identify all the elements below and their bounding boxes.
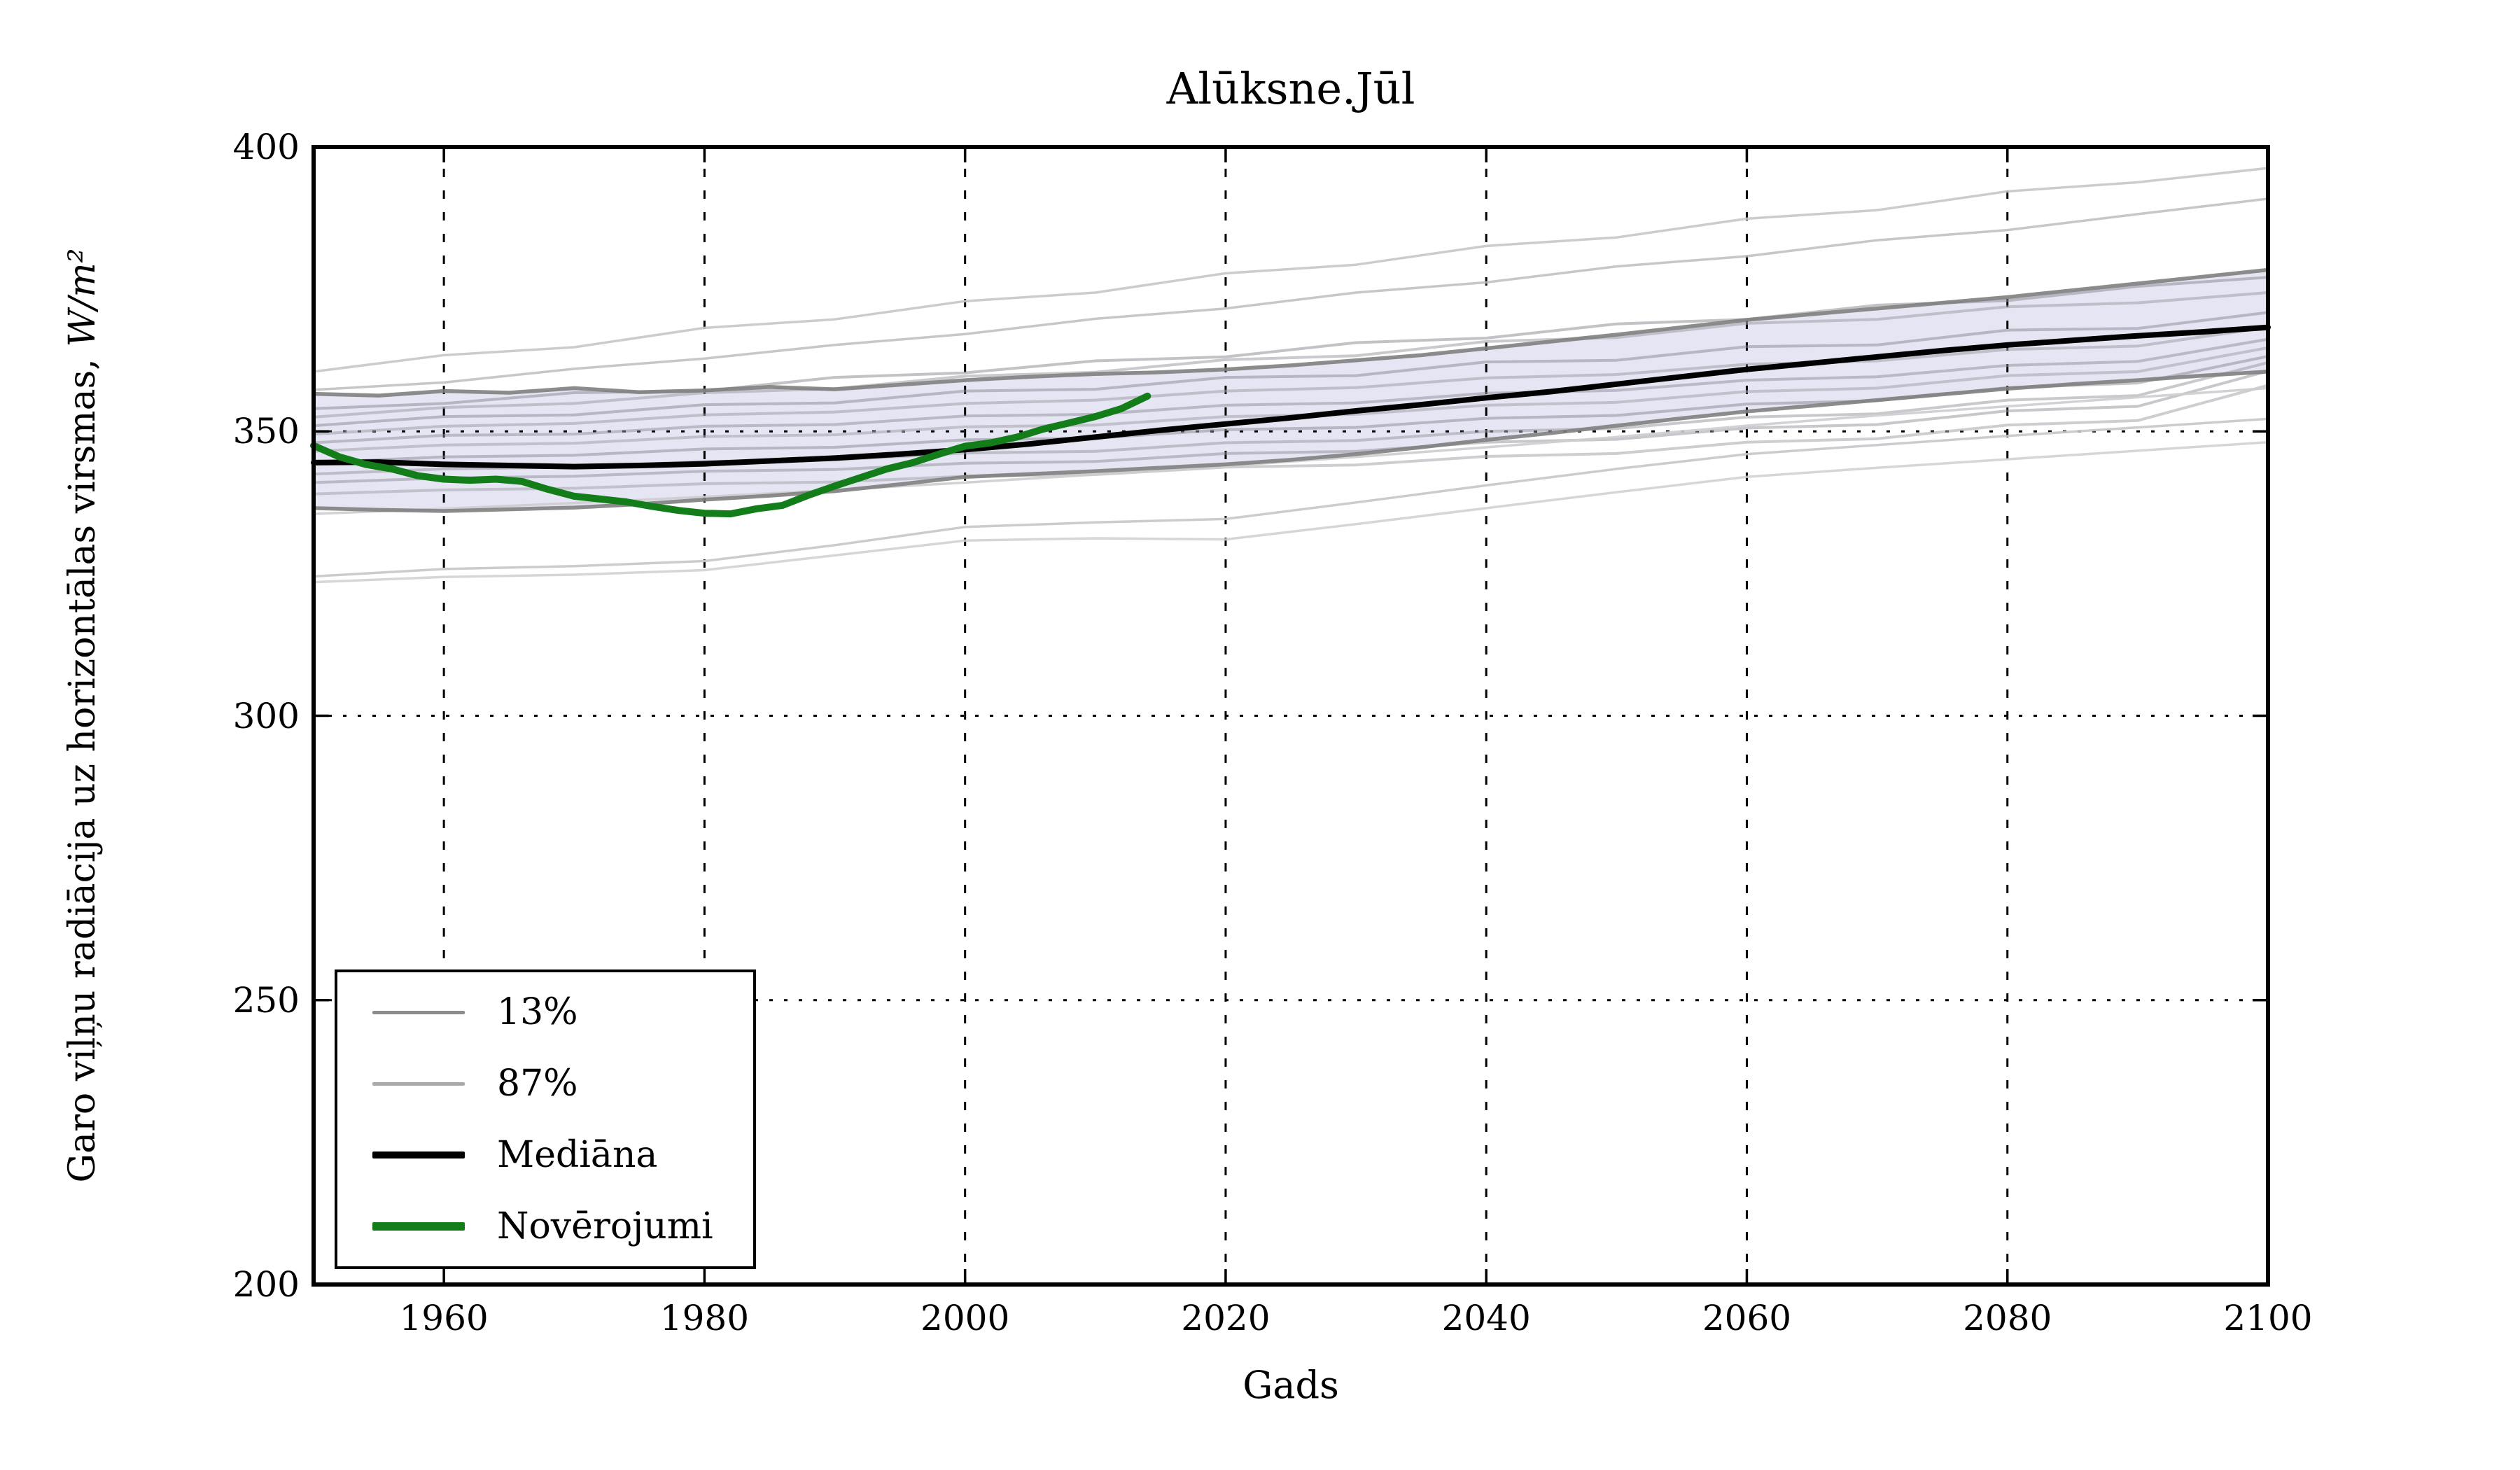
series-ensemble-member-4 (312, 326, 2269, 436)
chart-title: Alūksne.Jūl (1166, 63, 1415, 114)
legend-item-13pct: 13% (337, 981, 753, 1044)
series-ensemble-member-high-1 (312, 167, 2269, 373)
x-tick-label: 2000 (920, 1298, 1010, 1338)
legend-line-sample-observations (372, 1222, 465, 1231)
legend-label-observations: Novērojumi (497, 1205, 713, 1247)
y-axis-label-units: W/m² (62, 248, 104, 347)
legend-label-median: Mediāna (497, 1134, 658, 1176)
series-ensemble-member-3 (312, 311, 2269, 428)
y-tick-label: 250 (232, 979, 300, 1021)
legend-line-sample-87pct (372, 1082, 465, 1086)
x-tick-label: 2080 (1963, 1298, 2052, 1338)
y-tick-label: 300 (232, 695, 300, 736)
series-ensemble-member-2 (312, 291, 2269, 419)
legend: 13% 87% Mediāna Novērojumi (335, 969, 756, 1269)
series-ensemble-member-high-2 (312, 197, 2269, 391)
y-tick-label: 350 (232, 411, 300, 452)
series-median (311, 324, 2271, 470)
series-lines (310, 167, 2271, 584)
x-tick-label: 2060 (1702, 1298, 1792, 1338)
legend-line-sample-13pct (372, 1010, 465, 1014)
series-ensemble-member-low-2 (312, 417, 2269, 578)
legend-label-87pct: 87% (497, 1063, 578, 1105)
x-tick-label: 1980 (659, 1298, 750, 1338)
legend-item-observations: Novērojumi (337, 1195, 753, 1258)
y-axis-label-text: Garo viļņu radiācija uz horizontālas vir… (62, 346, 104, 1183)
legend-item-87pct: 87% (337, 1052, 753, 1115)
series-ensemble-member-10 (312, 384, 2269, 496)
y-axis-label: Garo viļņu radiācija uz horizontālas vir… (62, 248, 104, 1183)
x-axis-label: Gads (1242, 1363, 1339, 1407)
x-tick-label: 2020 (1181, 1298, 1270, 1338)
series-ensemble-member-5 (312, 337, 2269, 444)
tick-marks (314, 146, 2269, 1286)
series-percentile-87 (312, 267, 2270, 398)
y-tick-label: 400 (232, 127, 300, 167)
legend-line-sample-median (372, 1152, 465, 1158)
legend-item-median: Mediāna (337, 1124, 753, 1186)
series-observations (310, 392, 1152, 518)
series-ensemble-member-low-3 (312, 440, 2269, 584)
x-tick-label: 1960 (399, 1298, 489, 1338)
series-ensemble-member-9 (312, 370, 2269, 484)
legend-label-13pct: 13% (497, 991, 578, 1033)
y-tick-label: 200 (232, 1264, 300, 1305)
x-tick-label: 2040 (1441, 1298, 1531, 1338)
x-tick-label: 2100 (2223, 1298, 2313, 1338)
